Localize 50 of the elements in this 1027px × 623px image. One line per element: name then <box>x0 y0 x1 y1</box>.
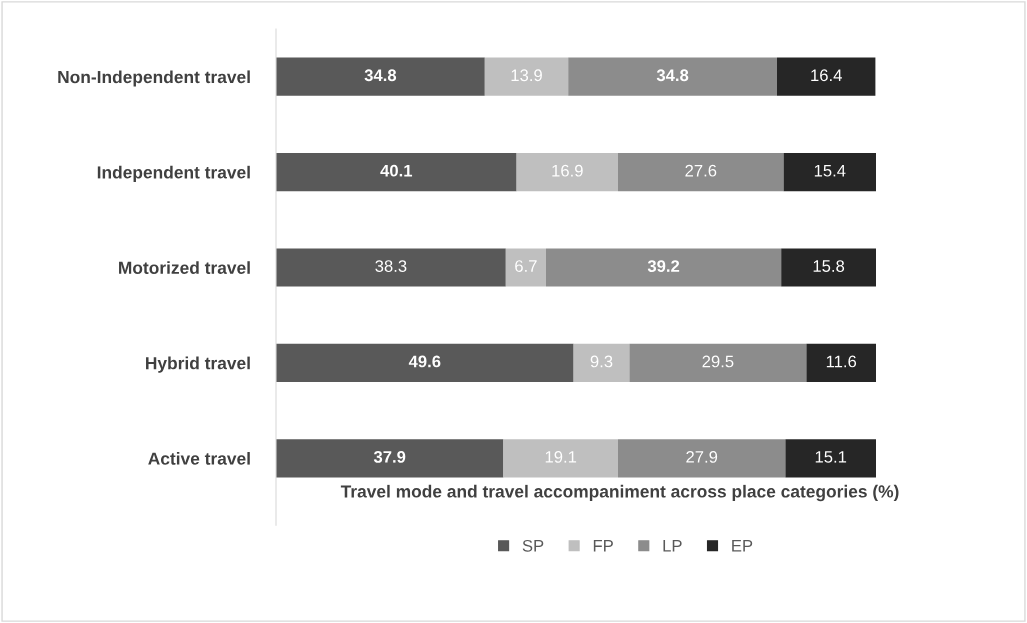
data-label: 16.9 <box>552 164 583 177</box>
bar <box>785 439 876 478</box>
y-tick-label: Motorized travel <box>119 261 250 274</box>
bar <box>276 248 506 287</box>
bar <box>629 343 807 382</box>
bar <box>573 343 630 382</box>
data-label: 13.9 <box>511 69 542 82</box>
data-label: 40.1 <box>380 164 413 177</box>
data-label: 9.3 <box>590 355 613 368</box>
data-label: 34.8 <box>364 69 397 82</box>
bar <box>618 153 784 192</box>
bar <box>276 153 517 192</box>
legend-label: SP <box>522 539 544 552</box>
x-axis-title: Travel mode and travel accompaniment across place categories (%) <box>340 484 899 502</box>
data-label: 27.6 <box>685 164 717 177</box>
y-tick-label: Hybrid travel <box>146 356 250 373</box>
bar <box>503 439 618 478</box>
y-tick-label: Non-Independent travel <box>58 70 250 87</box>
data-label: 39.2 <box>647 260 680 272</box>
bar <box>276 57 485 96</box>
bar <box>806 343 876 382</box>
data-label: 34.8 <box>656 69 689 82</box>
bar <box>777 57 876 96</box>
legend-label: LP <box>663 540 682 552</box>
bar <box>546 248 782 287</box>
data-label: 15.4 <box>814 164 846 177</box>
y-tick-label: Independent travel <box>97 165 250 182</box>
legend-label: FP <box>593 540 613 552</box>
data-label: 19.1 <box>545 450 577 463</box>
data-label: 15.8 <box>813 260 845 272</box>
bar <box>618 439 786 478</box>
bar <box>516 153 618 192</box>
data-label: 37.9 <box>373 450 406 463</box>
bar <box>781 248 876 287</box>
bar <box>484 57 569 96</box>
bar <box>276 439 504 478</box>
data-label: 6.7 <box>515 260 537 272</box>
bar <box>505 248 546 287</box>
bar <box>568 57 777 96</box>
legend-label: EP <box>732 540 753 552</box>
data-label: 29.5 <box>702 355 734 368</box>
data-label: 15.1 <box>815 451 847 463</box>
data-label: 11.6 <box>826 355 857 368</box>
data-label: 27.9 <box>686 450 718 463</box>
bar <box>783 153 876 192</box>
bar <box>276 343 574 382</box>
data-label: 38.3 <box>375 260 407 272</box>
data-label: 49.6 <box>408 355 441 368</box>
y-tick-label: Active travel <box>148 452 250 465</box>
data-label: 16.4 <box>811 69 842 82</box>
